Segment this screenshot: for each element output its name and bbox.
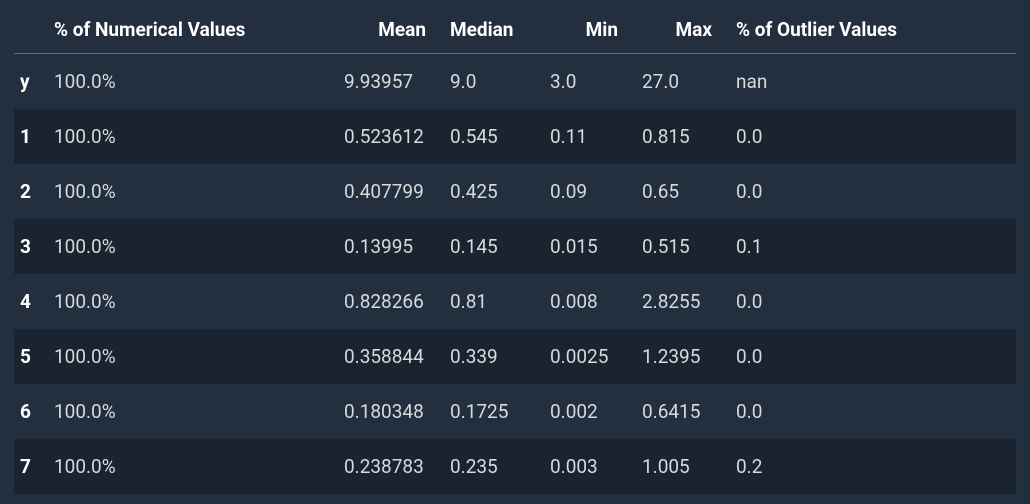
col-header-median: Median: [444, 8, 544, 54]
cell-pct-outlier: 0.2: [730, 439, 1016, 494]
cell-mean: 0.828266: [338, 274, 444, 329]
table-row: y 100.0% 9.93957 9.0 3.0 27.0 nan: [14, 54, 1016, 110]
table-row: 4 100.0% 0.828266 0.81 0.008 2.8255 0.0: [14, 274, 1016, 329]
cell-median: 0.425: [444, 164, 544, 219]
cell-mean: 0.523612: [338, 109, 444, 164]
col-header-mean: Mean: [338, 8, 444, 54]
row-label: 2: [14, 164, 48, 219]
cell-pct-numerical: 100.0%: [48, 384, 338, 439]
cell-pct-outlier: 0.0: [730, 109, 1016, 164]
cell-pct-outlier: 0.0: [730, 164, 1016, 219]
cell-pct-numerical: 100.0%: [48, 109, 338, 164]
cell-pct-numerical: 100.0%: [48, 329, 338, 384]
col-header-min: Min: [544, 8, 636, 54]
cell-max: 0.515: [636, 219, 730, 274]
cell-pct-outlier: 0.0: [730, 329, 1016, 384]
table-header-row: % of Numerical Values Mean Median Min Ma…: [14, 8, 1016, 54]
cell-mean: 0.13995: [338, 219, 444, 274]
table-row: 2 100.0% 0.407799 0.425 0.09 0.65 0.0: [14, 164, 1016, 219]
cell-pct-numerical: 100.0%: [48, 219, 338, 274]
col-header-max: Max: [636, 8, 730, 54]
cell-max: 27.0: [636, 54, 730, 110]
cell-median: 0.235: [444, 439, 544, 494]
cell-max: 0.815: [636, 109, 730, 164]
cell-pct-outlier: 0.1: [730, 219, 1016, 274]
cell-max: 0.6415: [636, 384, 730, 439]
row-label: 5: [14, 329, 48, 384]
col-header-pct-numerical: % of Numerical Values: [48, 8, 338, 54]
cell-mean: 9.93957: [338, 54, 444, 110]
row-label: y: [14, 54, 48, 110]
cell-pct-numerical: 100.0%: [48, 164, 338, 219]
cell-median: 9.0: [444, 54, 544, 110]
cell-min: 0.008: [544, 274, 636, 329]
cell-min: 0.003: [544, 439, 636, 494]
cell-max: 2.8255: [636, 274, 730, 329]
cell-median: 0.545: [444, 109, 544, 164]
cell-mean: 0.407799: [338, 164, 444, 219]
row-label: 4: [14, 274, 48, 329]
table-row: 5 100.0% 0.358844 0.339 0.0025 1.2395 0.…: [14, 329, 1016, 384]
cell-min: 0.015: [544, 219, 636, 274]
cell-median: 0.145: [444, 219, 544, 274]
cell-min: 3.0: [544, 54, 636, 110]
cell-min: 0.002: [544, 384, 636, 439]
cell-min: 0.0025: [544, 329, 636, 384]
col-header-pct-outlier: % of Outlier Values: [730, 8, 1016, 54]
cell-pct-outlier: 0.0: [730, 384, 1016, 439]
table-row: 1 100.0% 0.523612 0.545 0.11 0.815 0.0: [14, 109, 1016, 164]
cell-max: 1.2395: [636, 329, 730, 384]
row-label: 6: [14, 384, 48, 439]
table-row: 7 100.0% 0.238783 0.235 0.003 1.005 0.2: [14, 439, 1016, 494]
cell-mean: 0.358844: [338, 329, 444, 384]
row-label: 3: [14, 219, 48, 274]
cell-min: 0.09: [544, 164, 636, 219]
table-row: 6 100.0% 0.180348 0.1725 0.002 0.6415 0.…: [14, 384, 1016, 439]
cell-pct-numerical: 100.0%: [48, 439, 338, 494]
cell-pct-numerical: 100.0%: [48, 274, 338, 329]
cell-max: 1.005: [636, 439, 730, 494]
cell-pct-outlier: nan: [730, 54, 1016, 110]
cell-mean: 0.180348: [338, 384, 444, 439]
cell-max: 0.65: [636, 164, 730, 219]
cell-mean: 0.238783: [338, 439, 444, 494]
cell-median: 0.339: [444, 329, 544, 384]
table-row: 3 100.0% 0.13995 0.145 0.015 0.515 0.1: [14, 219, 1016, 274]
cell-min: 0.11: [544, 109, 636, 164]
row-label: 7: [14, 439, 48, 494]
cell-median: 0.81: [444, 274, 544, 329]
cell-median: 0.1725: [444, 384, 544, 439]
cell-pct-outlier: 0.0: [730, 274, 1016, 329]
col-header-rowlabel: [14, 8, 48, 54]
row-label: 1: [14, 109, 48, 164]
cell-pct-numerical: 100.0%: [48, 54, 338, 110]
stats-table: % of Numerical Values Mean Median Min Ma…: [14, 8, 1016, 494]
